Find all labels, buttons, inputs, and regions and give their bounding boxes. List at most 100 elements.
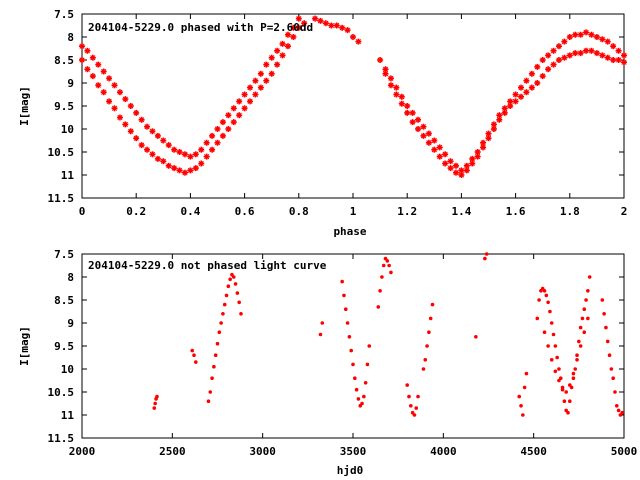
data-point	[600, 298, 605, 302]
x-tick-label: 3000	[249, 445, 276, 458]
data-point	[212, 364, 216, 369]
data-point	[610, 43, 617, 50]
data-point	[480, 144, 487, 151]
chart-title: 204104-5229.0 not phased light curve	[88, 259, 327, 272]
data-point	[599, 52, 606, 59]
y-tick-label: 11.5	[48, 192, 75, 205]
data-point	[354, 387, 359, 392]
x-tick-label: 1	[350, 205, 357, 218]
x-tick-label: 1.6	[506, 205, 526, 218]
data-point	[138, 116, 145, 123]
x-axis-label: hjd0	[337, 464, 364, 477]
data-point	[431, 137, 438, 144]
data-point	[89, 73, 96, 80]
data-point	[89, 54, 96, 61]
data-point	[290, 34, 297, 40]
data-point	[463, 167, 470, 174]
data-point	[553, 344, 558, 348]
data-point	[614, 404, 619, 408]
data-point	[522, 385, 527, 390]
data-point	[116, 89, 123, 96]
data-point	[351, 362, 355, 367]
data-point	[415, 126, 422, 132]
data-point	[155, 394, 159, 399]
data-point	[367, 344, 372, 348]
y-axis-label: I[mag]	[18, 326, 31, 366]
data-point	[247, 84, 254, 91]
data-point	[615, 47, 622, 54]
data-points	[79, 15, 627, 178]
data-point	[353, 376, 357, 381]
data-point	[263, 61, 270, 68]
data-point	[586, 316, 590, 321]
data-point	[524, 371, 529, 376]
data-point	[562, 399, 567, 404]
data-point	[593, 34, 600, 40]
data-point	[127, 103, 134, 109]
data-point	[555, 355, 559, 360]
data-point	[133, 109, 140, 116]
data-point	[557, 378, 561, 383]
data-point	[425, 344, 429, 348]
data-point	[219, 132, 226, 139]
x-tick-label: 1.8	[560, 205, 580, 218]
data-point	[365, 362, 370, 367]
data-point	[555, 57, 562, 63]
data-point	[154, 132, 161, 139]
x-tick-label: 0.8	[289, 205, 309, 218]
data-point	[111, 105, 118, 112]
data-point	[582, 330, 587, 335]
data-point	[381, 263, 386, 268]
data-point	[122, 96, 129, 103]
data-point	[420, 123, 427, 130]
y-tick-label: 8	[67, 271, 74, 284]
data-point	[133, 135, 140, 142]
data-point	[252, 91, 259, 98]
data-point	[571, 371, 576, 376]
y-tick-label: 10	[61, 123, 74, 136]
data-point	[279, 52, 286, 59]
data-point	[347, 335, 352, 339]
data-point	[214, 139, 221, 146]
data-point	[111, 82, 118, 89]
data-point	[398, 93, 405, 100]
data-point	[387, 82, 394, 89]
data-point	[483, 256, 487, 261]
data-point	[407, 394, 411, 399]
data-point	[171, 165, 178, 172]
data-point	[263, 77, 270, 84]
data-point	[566, 52, 573, 59]
x-tick-label: 2	[621, 205, 628, 218]
y-tick-label: 11.5	[48, 432, 75, 445]
y-tick-label: 10.5	[48, 146, 75, 159]
data-point	[233, 282, 238, 286]
data-point	[235, 291, 240, 295]
data-point	[363, 381, 368, 385]
data-point	[226, 284, 231, 289]
data-point	[219, 119, 226, 126]
data-point	[452, 162, 459, 169]
data-point	[549, 321, 554, 325]
data-point	[224, 293, 229, 298]
data-point	[550, 61, 557, 68]
data-point	[225, 126, 232, 132]
data-point	[546, 344, 550, 348]
data-point	[284, 31, 291, 38]
data-point	[447, 165, 454, 172]
data-point	[621, 59, 627, 66]
data-point	[237, 300, 241, 305]
data-point	[620, 410, 624, 415]
data-point	[268, 70, 275, 77]
data-point	[176, 149, 183, 155]
x-tick-label: 0.2	[126, 205, 146, 218]
x-tick-label: 0.4	[180, 205, 200, 218]
data-point	[387, 263, 391, 268]
data-point	[577, 31, 584, 38]
data-point	[421, 367, 426, 371]
data-point	[350, 34, 356, 40]
data-point	[295, 15, 302, 22]
data-point	[586, 289, 590, 293]
data-point	[436, 144, 443, 151]
data-point	[575, 358, 579, 362]
